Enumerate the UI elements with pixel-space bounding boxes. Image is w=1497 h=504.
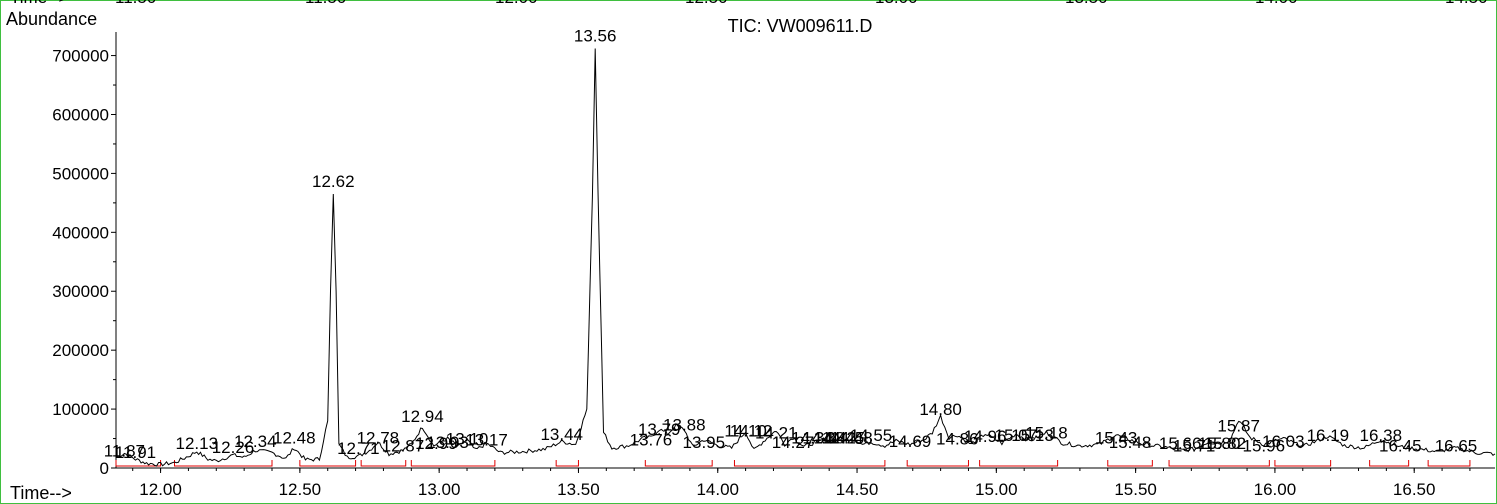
baseline-segment <box>907 460 968 466</box>
x-tick-label: 16.00 <box>1254 480 1297 499</box>
top-axis-clipped-label: 12.00 <box>495 0 538 7</box>
peak-label: 16.19 <box>1307 426 1350 445</box>
peak-label: 16.65 <box>1435 437 1478 456</box>
y-tick-label: 400000 <box>52 223 109 242</box>
top-axis-clipped-label: 14.00 <box>1255 0 1298 7</box>
y-tick-label: 100000 <box>52 400 109 419</box>
peak-label: 13.17 <box>465 431 508 450</box>
y-axis-label: Abundance <box>6 9 97 29</box>
top-axis-clipped-label: 13.50 <box>1065 0 1108 7</box>
baseline-segment <box>1370 460 1409 466</box>
x-tick-label: 12.00 <box>139 480 182 499</box>
peak-label: 15.48 <box>1109 433 1152 452</box>
baseline-segment <box>361 460 406 466</box>
x-tick-label: 16.50 <box>1393 480 1436 499</box>
baseline-segment <box>556 460 578 466</box>
peak-label: 14.55 <box>850 426 893 445</box>
y-tick-label: 700000 <box>52 47 109 66</box>
top-axis-clipped-label: 13.00 <box>875 0 918 7</box>
top-axis-clipped-label: 11.50 <box>305 0 346 7</box>
peak-label: 15.87 <box>1217 417 1260 436</box>
peak-label: 15.82 <box>1203 434 1246 453</box>
integration-baselines <box>116 460 1470 466</box>
peak-label: 12.48 <box>273 428 316 447</box>
peak-label: 12.34 <box>234 432 277 451</box>
x-axis-label: Time--> <box>10 483 72 503</box>
baseline-segment <box>411 460 495 466</box>
top-axis-clipped-label: Time--> <box>10 0 68 7</box>
peak-label: 13.44 <box>540 425 583 444</box>
peak-label: 13.95 <box>683 433 726 452</box>
baseline-segment <box>300 460 356 466</box>
top-axis-clipped-label: 12.50 <box>685 0 728 7</box>
top-axis-clipped-label: 11.50 <box>115 0 156 7</box>
x-tick-label: 13.50 <box>557 480 600 499</box>
baseline-segment <box>1169 460 1269 466</box>
x-tick-label: 14.00 <box>696 480 739 499</box>
chart-title: TIC: VW009611.D <box>728 16 873 36</box>
y-tick-label: 600000 <box>52 105 109 124</box>
peak-label: 11.91 <box>115 443 156 462</box>
top-axis-strip: Time--> 11.50 11.50 12.00 12.50 13.00 13.50 14.… <box>10 0 1488 7</box>
peak-label: 14.80 <box>919 400 962 419</box>
baseline-segment <box>734 460 884 466</box>
top-axis-clipped-label: 14.50 <box>1445 0 1488 7</box>
x-tick-label: 15.50 <box>1114 480 1157 499</box>
baseline-segment <box>175 460 273 466</box>
x-tick-label: 13.00 <box>418 480 461 499</box>
y-tick-label: 300000 <box>52 282 109 301</box>
peak-label: 13.56 <box>574 26 617 45</box>
y-tick-label: 200000 <box>52 341 109 360</box>
y-tick-label: 0 <box>100 459 109 478</box>
peak-label: 16.45 <box>1379 437 1422 456</box>
x-tick-label: 12.50 <box>279 480 322 499</box>
peak-label: 12.94 <box>401 407 444 426</box>
peak-label: 14.69 <box>889 432 932 451</box>
peak-label: 16.03 <box>1262 432 1305 451</box>
baseline-segment <box>1275 460 1331 466</box>
peak-label: 15.18 <box>1025 424 1068 443</box>
y-tick-label: 500000 <box>52 164 109 183</box>
baseline-segment <box>1428 460 1470 466</box>
baseline-segment <box>980 460 1058 466</box>
baseline-segment <box>645 460 712 466</box>
x-tick-label: 14.50 <box>836 480 879 499</box>
tic-trace <box>116 49 1495 467</box>
peak-label: 13.88 <box>663 415 706 434</box>
tic-line <box>116 49 1495 467</box>
peak-label: 12.62 <box>312 172 355 191</box>
x-tick-label: 15.00 <box>975 480 1018 499</box>
baseline-segment <box>1108 460 1153 466</box>
